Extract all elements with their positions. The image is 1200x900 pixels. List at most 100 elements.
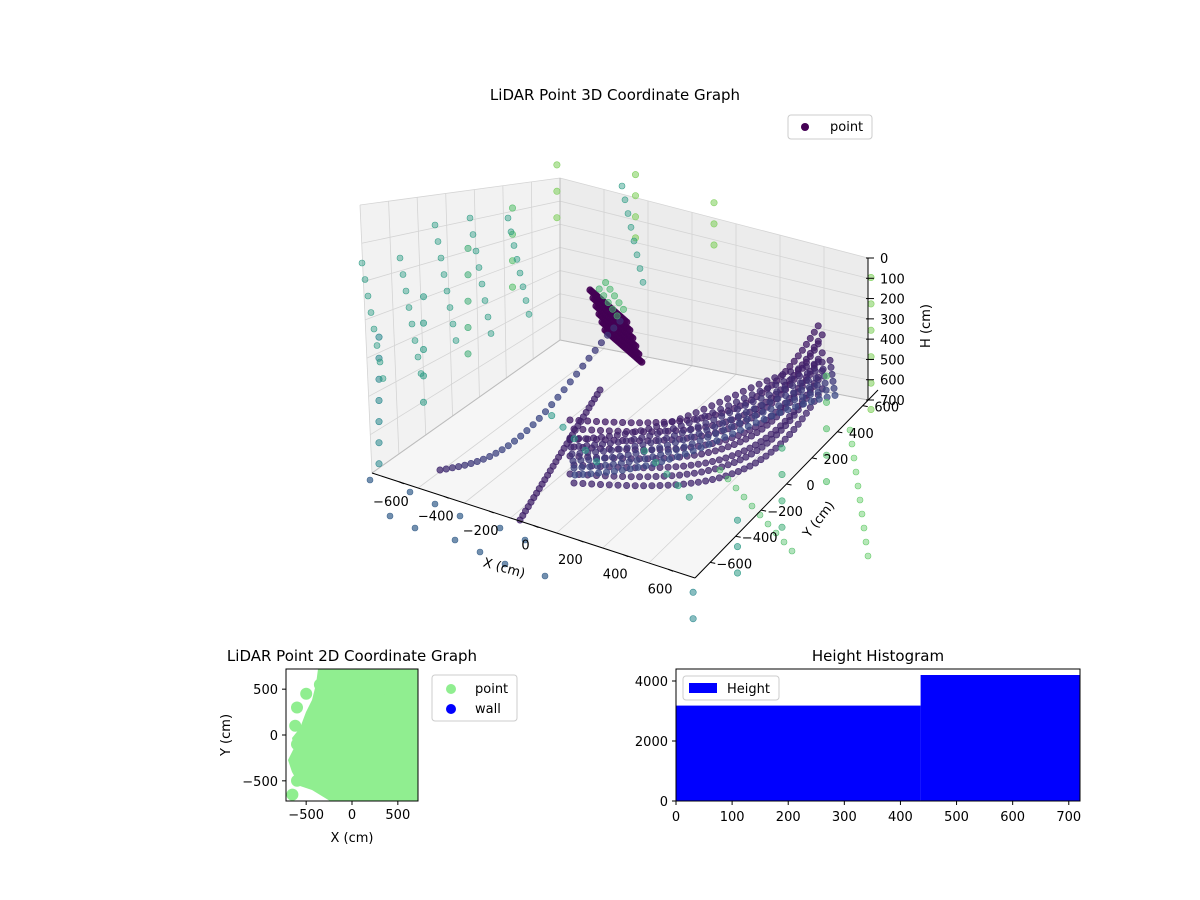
legend-hist-swatch [689,683,717,693]
point-3d-marker [689,615,697,623]
point-3d-marker [508,283,516,291]
point-3d-marker [375,439,383,447]
point-3d-marker [742,435,750,443]
point-3d-marker [757,394,765,402]
point-3d-marker [867,379,875,387]
xtick-label-hist: 0 [672,810,680,825]
point-3d-marker [724,475,732,483]
point-3d-marker [796,379,804,387]
xtick-label-3d: 600 [648,582,673,597]
legend-hist-frame [682,675,780,701]
point-3d-marker [704,433,712,441]
point-3d-marker [455,463,463,471]
point-3d-marker [464,323,472,331]
point-3d-marker [684,412,692,420]
point-3d-marker [661,427,669,435]
ytick-label-hist: 0 [660,795,668,810]
point-3d-marker [419,293,427,301]
ztick-label-3d: 600 [880,374,905,389]
point-3d-marker [713,437,721,445]
point-3d-marker [598,440,606,448]
point-3d-marker [693,416,701,424]
xtick-3d [667,568,674,572]
point-3d-marker [795,372,803,380]
point-3d-marker [712,430,720,438]
point-3d-marker [732,484,740,492]
point-3d-marker [464,350,472,358]
point-3d-marker [442,465,450,473]
point-3d-marker [747,384,755,392]
point-3d-marker [736,426,744,434]
point-3d-marker [375,375,383,383]
point-3d-marker [585,456,593,464]
ytick-label-hist: 4000 [635,675,668,690]
point-3d-marker [730,440,738,448]
point-3d-marker [419,345,427,353]
point-3d-marker [814,322,822,330]
point-3d-marker [507,228,515,236]
point-3d-marker [464,271,472,279]
point-3d-marker [790,389,798,397]
point-3d-marker [610,292,618,300]
point-3d-marker [553,214,561,222]
ytick-label-hist: 2000 [635,735,668,750]
histogram-bars [676,675,1080,801]
point-3d-marker [664,481,672,489]
point-3d-marker [690,469,698,477]
point-3d-marker [417,370,425,377]
point-3d-marker [708,457,716,465]
point-3d-marker [633,456,641,464]
ytick-3d [710,561,716,564]
ytick-label-3d: 400 [849,427,874,442]
point-2d-marker [291,738,303,751]
point-3d-marker [364,292,372,300]
ytick-3d [760,509,767,512]
point-3d-marker [810,360,818,368]
point-3d-marker [637,427,645,435]
point-2d-marker [295,756,308,769]
point-3d-marker [671,439,679,447]
point-3d-marker [609,460,617,468]
point-3d-marker [504,214,512,222]
point-3d-marker [715,474,723,482]
point-3d-marker [776,409,784,417]
point-3d-marker [821,379,829,387]
point-3d-marker [852,468,860,476]
point-3d-marker [812,374,820,382]
point-3d-marker [748,391,756,399]
point-3d-marker [464,244,472,252]
point-3d-marker [597,433,605,441]
point-3d-marker [639,441,647,449]
point-3d-marker [584,417,592,425]
legend-2d-marker-point [446,684,456,694]
point-3d-marker [733,543,741,551]
point-3d-marker [627,473,635,481]
pane-left [360,178,560,473]
point-3d-marker [649,453,657,461]
xtick-label-hist: 700 [1056,810,1081,825]
point-3d-marker [655,437,663,445]
point-3d-marker [747,450,755,458]
ticks-hist: 0 100 200 300 400 500 600 700 0 2000 4000 [635,675,1081,825]
point-3d-marker [681,450,689,458]
ytick-label-2d: 0 [270,729,278,744]
point-3d-marker [475,264,483,271]
point-3d-marker [631,442,639,450]
point-3d-marker [640,482,648,490]
point-3d-marker [431,221,439,229]
point-3d-marker [752,419,760,427]
point-3d-marker [466,214,474,222]
point-3d-marker [810,346,818,354]
ytick-label-2d: −500 [242,775,278,790]
point-3d-marker [517,432,525,440]
ztick-label-3d: 700 [880,394,905,409]
point-3d-marker [606,285,614,293]
point-3d-marker [728,423,736,431]
point-3d-marker [764,520,772,528]
point-3d-marker [541,408,549,416]
point-3d-marker [647,439,655,447]
points-2d [286,669,418,801]
point-3d-marker [631,482,639,490]
histogram-bar [676,705,921,801]
point-3d-marker [657,451,665,459]
